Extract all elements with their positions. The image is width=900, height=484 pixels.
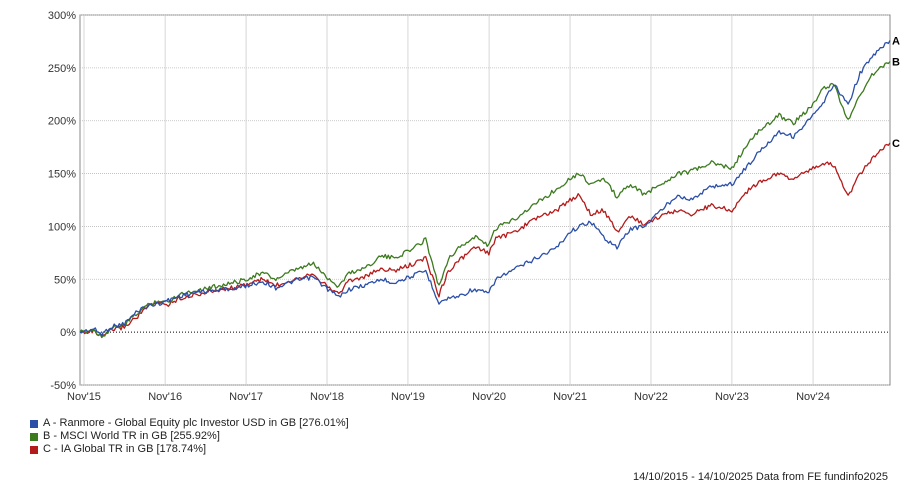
- legend-label-a: A - Ranmore - Global Equity plc Investor…: [43, 417, 349, 429]
- y-tick-label: 150%: [48, 169, 76, 181]
- series-end-label-c: C: [892, 138, 900, 150]
- legend: A - Ranmore - Global Equity plc Investor…: [30, 417, 349, 456]
- y-tick-label: 300%: [48, 10, 76, 22]
- x-tick-label: Nov'17: [229, 391, 263, 403]
- performance-chart: -50% 0% 50% 100% 150% 200% 250% 300% Nov'15 Nov'1…: [48, 10, 900, 403]
- x-tick-label: Nov'20: [472, 391, 506, 403]
- y-tick-label: 100%: [48, 221, 76, 233]
- x-tick-label: Nov'22: [634, 391, 668, 403]
- x-tick-label: Nov'24: [796, 391, 830, 403]
- x-tick-label: Nov'19: [391, 391, 425, 403]
- legend-swatch-c: [30, 445, 38, 454]
- grid: [80, 14, 890, 386]
- data-source-footer: 14/10/2015 - 14/10/2025 Data from FE fun…: [632, 471, 888, 483]
- x-tick-label: Nov'16: [148, 391, 182, 403]
- series-end-label-b: B: [892, 57, 900, 69]
- series-end-label-a: A: [892, 35, 900, 47]
- x-tick-label: Nov'18: [310, 391, 344, 403]
- y-tick-label: 50%: [54, 274, 76, 286]
- x-tick-label: Nov'15: [67, 391, 101, 403]
- series-lines: [79, 40, 891, 339]
- legend-swatch-b: [30, 432, 38, 441]
- legend-item-a: A - Ranmore - Global Equity plc Investor…: [30, 417, 349, 430]
- y-tick-label: 250%: [48, 63, 76, 75]
- series-line-a: [79, 40, 891, 337]
- tick-labels: -50% 0% 50% 100% 150% 200% 250% 300% Nov'15 Nov'1…: [48, 10, 900, 403]
- plot-area: [79, 14, 891, 386]
- legend-label-c: C - IA Global TR in GB [178.74%]: [43, 443, 207, 455]
- series-line-b: [79, 61, 891, 339]
- x-tick-label: Nov'21: [553, 391, 587, 403]
- y-tick-label: 200%: [48, 116, 76, 128]
- series-line-c: [79, 142, 891, 337]
- legend-swatch-a: [30, 419, 38, 428]
- legend-item-b: B - MSCI World TR in GB [255.92%]: [30, 430, 349, 443]
- y-tick-label: -50%: [50, 380, 76, 392]
- legend-item-c: C - IA Global TR in GB [178.74%]: [30, 443, 349, 456]
- legend-label-b: B - MSCI World TR in GB [255.92%]: [43, 430, 220, 442]
- x-tick-label: Nov'23: [715, 391, 749, 403]
- y-tick-label: 0%: [60, 327, 76, 339]
